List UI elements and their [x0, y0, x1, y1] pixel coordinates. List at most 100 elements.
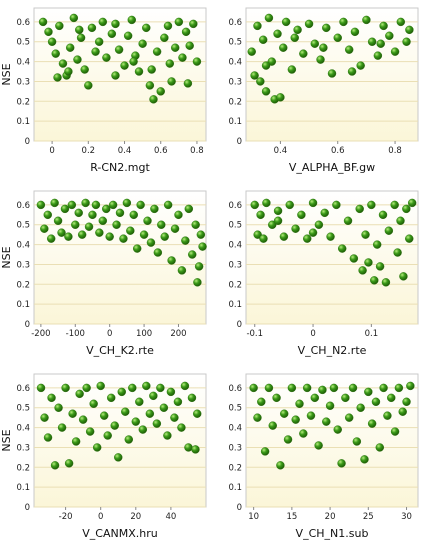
data-point [257, 397, 266, 406]
x-tick-label: 40 [165, 512, 176, 522]
data-point [38, 17, 48, 27]
data-point [82, 383, 91, 393]
data-point [108, 200, 118, 210]
data-point [310, 393, 320, 403]
data-point [114, 45, 124, 54]
data-point [120, 61, 129, 70]
data-point [177, 423, 186, 432]
x-tick-label: -20 [59, 512, 73, 522]
data-point [167, 256, 176, 265]
data-point [396, 216, 405, 225]
data-point [171, 43, 180, 52]
x-axis-label: V_CH_N2.rte [298, 344, 367, 357]
x-tick-label: 0.4 [118, 146, 132, 156]
x-tick-label: 20 [130, 512, 141, 522]
data-point [147, 65, 156, 74]
x-tick-label: 0 [98, 512, 103, 522]
x-tick-label: -0.1 [246, 329, 263, 339]
data-point [114, 453, 123, 462]
data-point [61, 383, 70, 393]
data-point [367, 37, 377, 46]
data-point [96, 381, 105, 391]
x-axis-label: R-CN2.mgt [90, 161, 150, 174]
data-point [57, 423, 67, 432]
data-point [370, 276, 379, 285]
data-point [360, 455, 369, 464]
data-point [344, 45, 354, 54]
data-point [352, 437, 362, 446]
data-point [105, 232, 114, 241]
data-point [398, 407, 407, 416]
data-point [178, 53, 187, 62]
data-point [51, 49, 60, 58]
y-tick-label: 0.1 [16, 483, 30, 493]
data-point [396, 17, 406, 27]
data-point [100, 411, 109, 420]
data-point [375, 262, 385, 271]
data-point [103, 431, 112, 440]
data-point [303, 234, 312, 243]
data-point [259, 35, 268, 44]
data-point [43, 210, 52, 220]
data-point [181, 27, 191, 37]
data-point [378, 210, 388, 220]
data-point [163, 200, 173, 210]
y-tick-label: 0.2 [16, 97, 30, 107]
data-point [256, 77, 265, 86]
y-tick-label: 0.6 [228, 384, 242, 394]
y-axis-label: NSE [0, 63, 13, 85]
y-tick-label: 0 [25, 320, 30, 330]
data-point [343, 216, 353, 225]
data-point [98, 216, 108, 225]
data-point [64, 67, 73, 76]
data-point [76, 33, 86, 42]
data-point [279, 43, 288, 52]
data-point [160, 33, 169, 42]
data-point [115, 208, 125, 218]
data-point [69, 13, 79, 23]
data-point [71, 220, 80, 229]
y-tick-label: 0.5 [16, 221, 30, 231]
data-point [174, 17, 184, 27]
data-point [361, 230, 370, 239]
data-point [375, 443, 384, 452]
x-tick-label: 200 [170, 329, 186, 339]
data-point [373, 51, 383, 60]
data-point [355, 204, 364, 214]
data-point [87, 23, 97, 33]
data-point [102, 204, 111, 214]
data-point [339, 17, 348, 27]
y-tick-label: 0.4 [228, 424, 242, 434]
y-tick-label: 0.6 [16, 201, 30, 211]
data-point [327, 69, 337, 78]
data-point [290, 33, 299, 42]
data-point [129, 210, 138, 220]
data-point [138, 425, 148, 434]
y-tick-label: 0.4 [16, 58, 30, 68]
data-point [371, 397, 381, 406]
data-point [180, 381, 190, 391]
data-point [261, 61, 271, 70]
data-point [139, 230, 149, 239]
data-point [350, 27, 360, 37]
data-point [123, 31, 133, 40]
data-point [406, 381, 415, 391]
y-axis-label: NSE [0, 429, 13, 451]
y-tick-label: 0 [237, 503, 242, 513]
data-point [293, 25, 302, 35]
data-point [407, 198, 417, 208]
y-tick-label: 0.4 [16, 424, 30, 434]
x-tick-label: 10 [248, 512, 259, 522]
y-tick-label: 0.5 [228, 38, 242, 48]
scatter-chart-5: 0 0.1 0.2 0.3 0.4 0.5 0.6 -20 0 20 40 V_CANMX.hru NS… [0, 373, 207, 540]
data-point [152, 419, 162, 428]
data-point [273, 216, 283, 225]
data-point [81, 198, 90, 208]
data-point [362, 15, 371, 25]
x-tick-label: 30 [401, 512, 412, 522]
data-point [319, 43, 328, 52]
data-point [165, 59, 174, 68]
y-tick-label: 0.3 [228, 443, 242, 453]
data-point [385, 31, 394, 40]
